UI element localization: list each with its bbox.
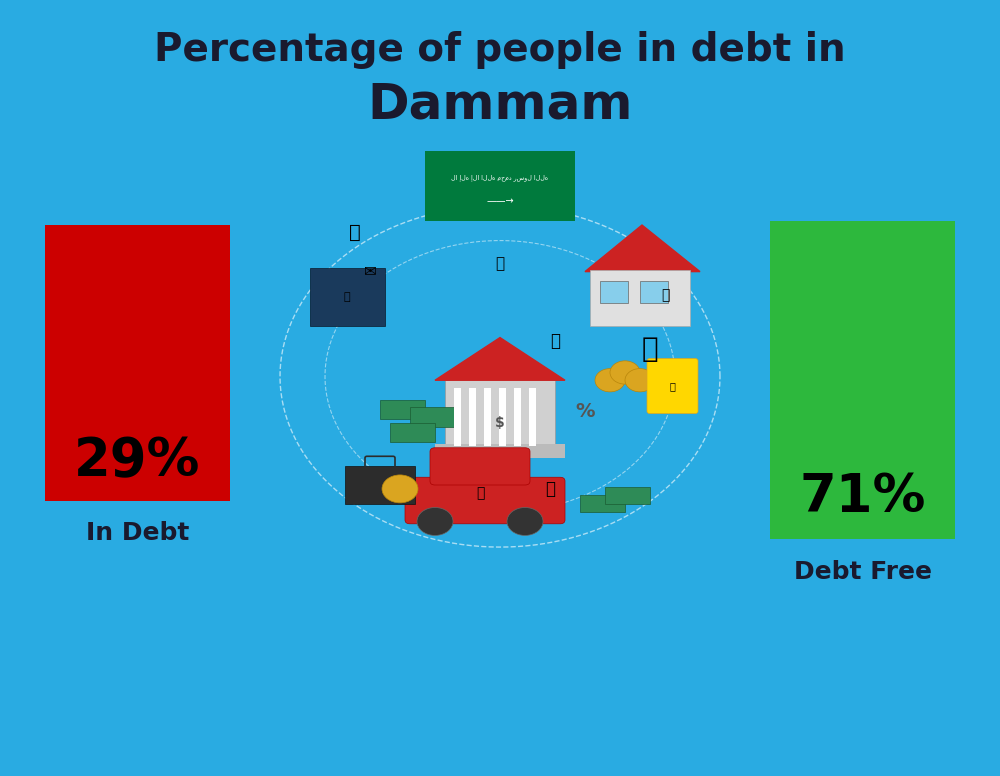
FancyBboxPatch shape: [484, 388, 491, 446]
FancyBboxPatch shape: [590, 270, 690, 326]
FancyBboxPatch shape: [640, 281, 668, 303]
FancyBboxPatch shape: [580, 495, 625, 512]
FancyBboxPatch shape: [605, 487, 650, 504]
FancyBboxPatch shape: [405, 477, 565, 524]
FancyBboxPatch shape: [410, 407, 455, 427]
Polygon shape: [585, 225, 700, 272]
Text: Percentage of people in debt in: Percentage of people in debt in: [154, 32, 846, 69]
Text: Dammam: Dammam: [367, 81, 633, 129]
FancyBboxPatch shape: [390, 423, 435, 442]
Circle shape: [507, 508, 543, 535]
Text: Debt Free: Debt Free: [794, 560, 932, 584]
Text: ✉️: ✉️: [364, 264, 376, 279]
Text: 29%: 29%: [74, 435, 201, 488]
Text: لا إله إلا الله محمد رسول الله: لا إله إلا الله محمد رسول الله: [451, 175, 549, 182]
FancyBboxPatch shape: [600, 281, 628, 303]
Circle shape: [382, 475, 418, 503]
FancyBboxPatch shape: [435, 444, 565, 458]
Text: 🔑: 🔑: [550, 332, 560, 351]
Text: 🎓: 🎓: [642, 335, 658, 363]
Text: 🏦: 🏦: [669, 382, 675, 391]
Circle shape: [417, 508, 453, 535]
Text: 📋: 📋: [545, 480, 555, 498]
Circle shape: [610, 361, 640, 384]
FancyBboxPatch shape: [469, 388, 476, 446]
FancyBboxPatch shape: [647, 359, 698, 414]
Text: ——→: ——→: [486, 196, 514, 206]
FancyBboxPatch shape: [445, 380, 555, 446]
Text: $: $: [495, 416, 505, 430]
FancyBboxPatch shape: [380, 400, 425, 419]
FancyBboxPatch shape: [529, 388, 536, 446]
FancyBboxPatch shape: [425, 151, 575, 221]
FancyBboxPatch shape: [499, 388, 506, 446]
Text: %: %: [575, 402, 595, 421]
FancyBboxPatch shape: [514, 388, 521, 446]
Text: 🧮: 🧮: [495, 256, 505, 272]
FancyBboxPatch shape: [770, 221, 955, 539]
Polygon shape: [435, 338, 565, 380]
FancyBboxPatch shape: [430, 448, 530, 485]
Text: 🐷: 🐷: [476, 486, 484, 500]
Circle shape: [595, 369, 625, 392]
FancyBboxPatch shape: [345, 466, 415, 504]
FancyBboxPatch shape: [454, 388, 461, 446]
Text: 71%: 71%: [799, 470, 926, 523]
Text: 🔒: 🔒: [344, 293, 350, 302]
Circle shape: [625, 369, 655, 392]
FancyBboxPatch shape: [45, 225, 230, 501]
Text: 🦅: 🦅: [349, 223, 361, 242]
Text: 🌐: 🌐: [661, 288, 669, 302]
FancyBboxPatch shape: [310, 268, 385, 326]
Text: In Debt: In Debt: [86, 521, 189, 545]
